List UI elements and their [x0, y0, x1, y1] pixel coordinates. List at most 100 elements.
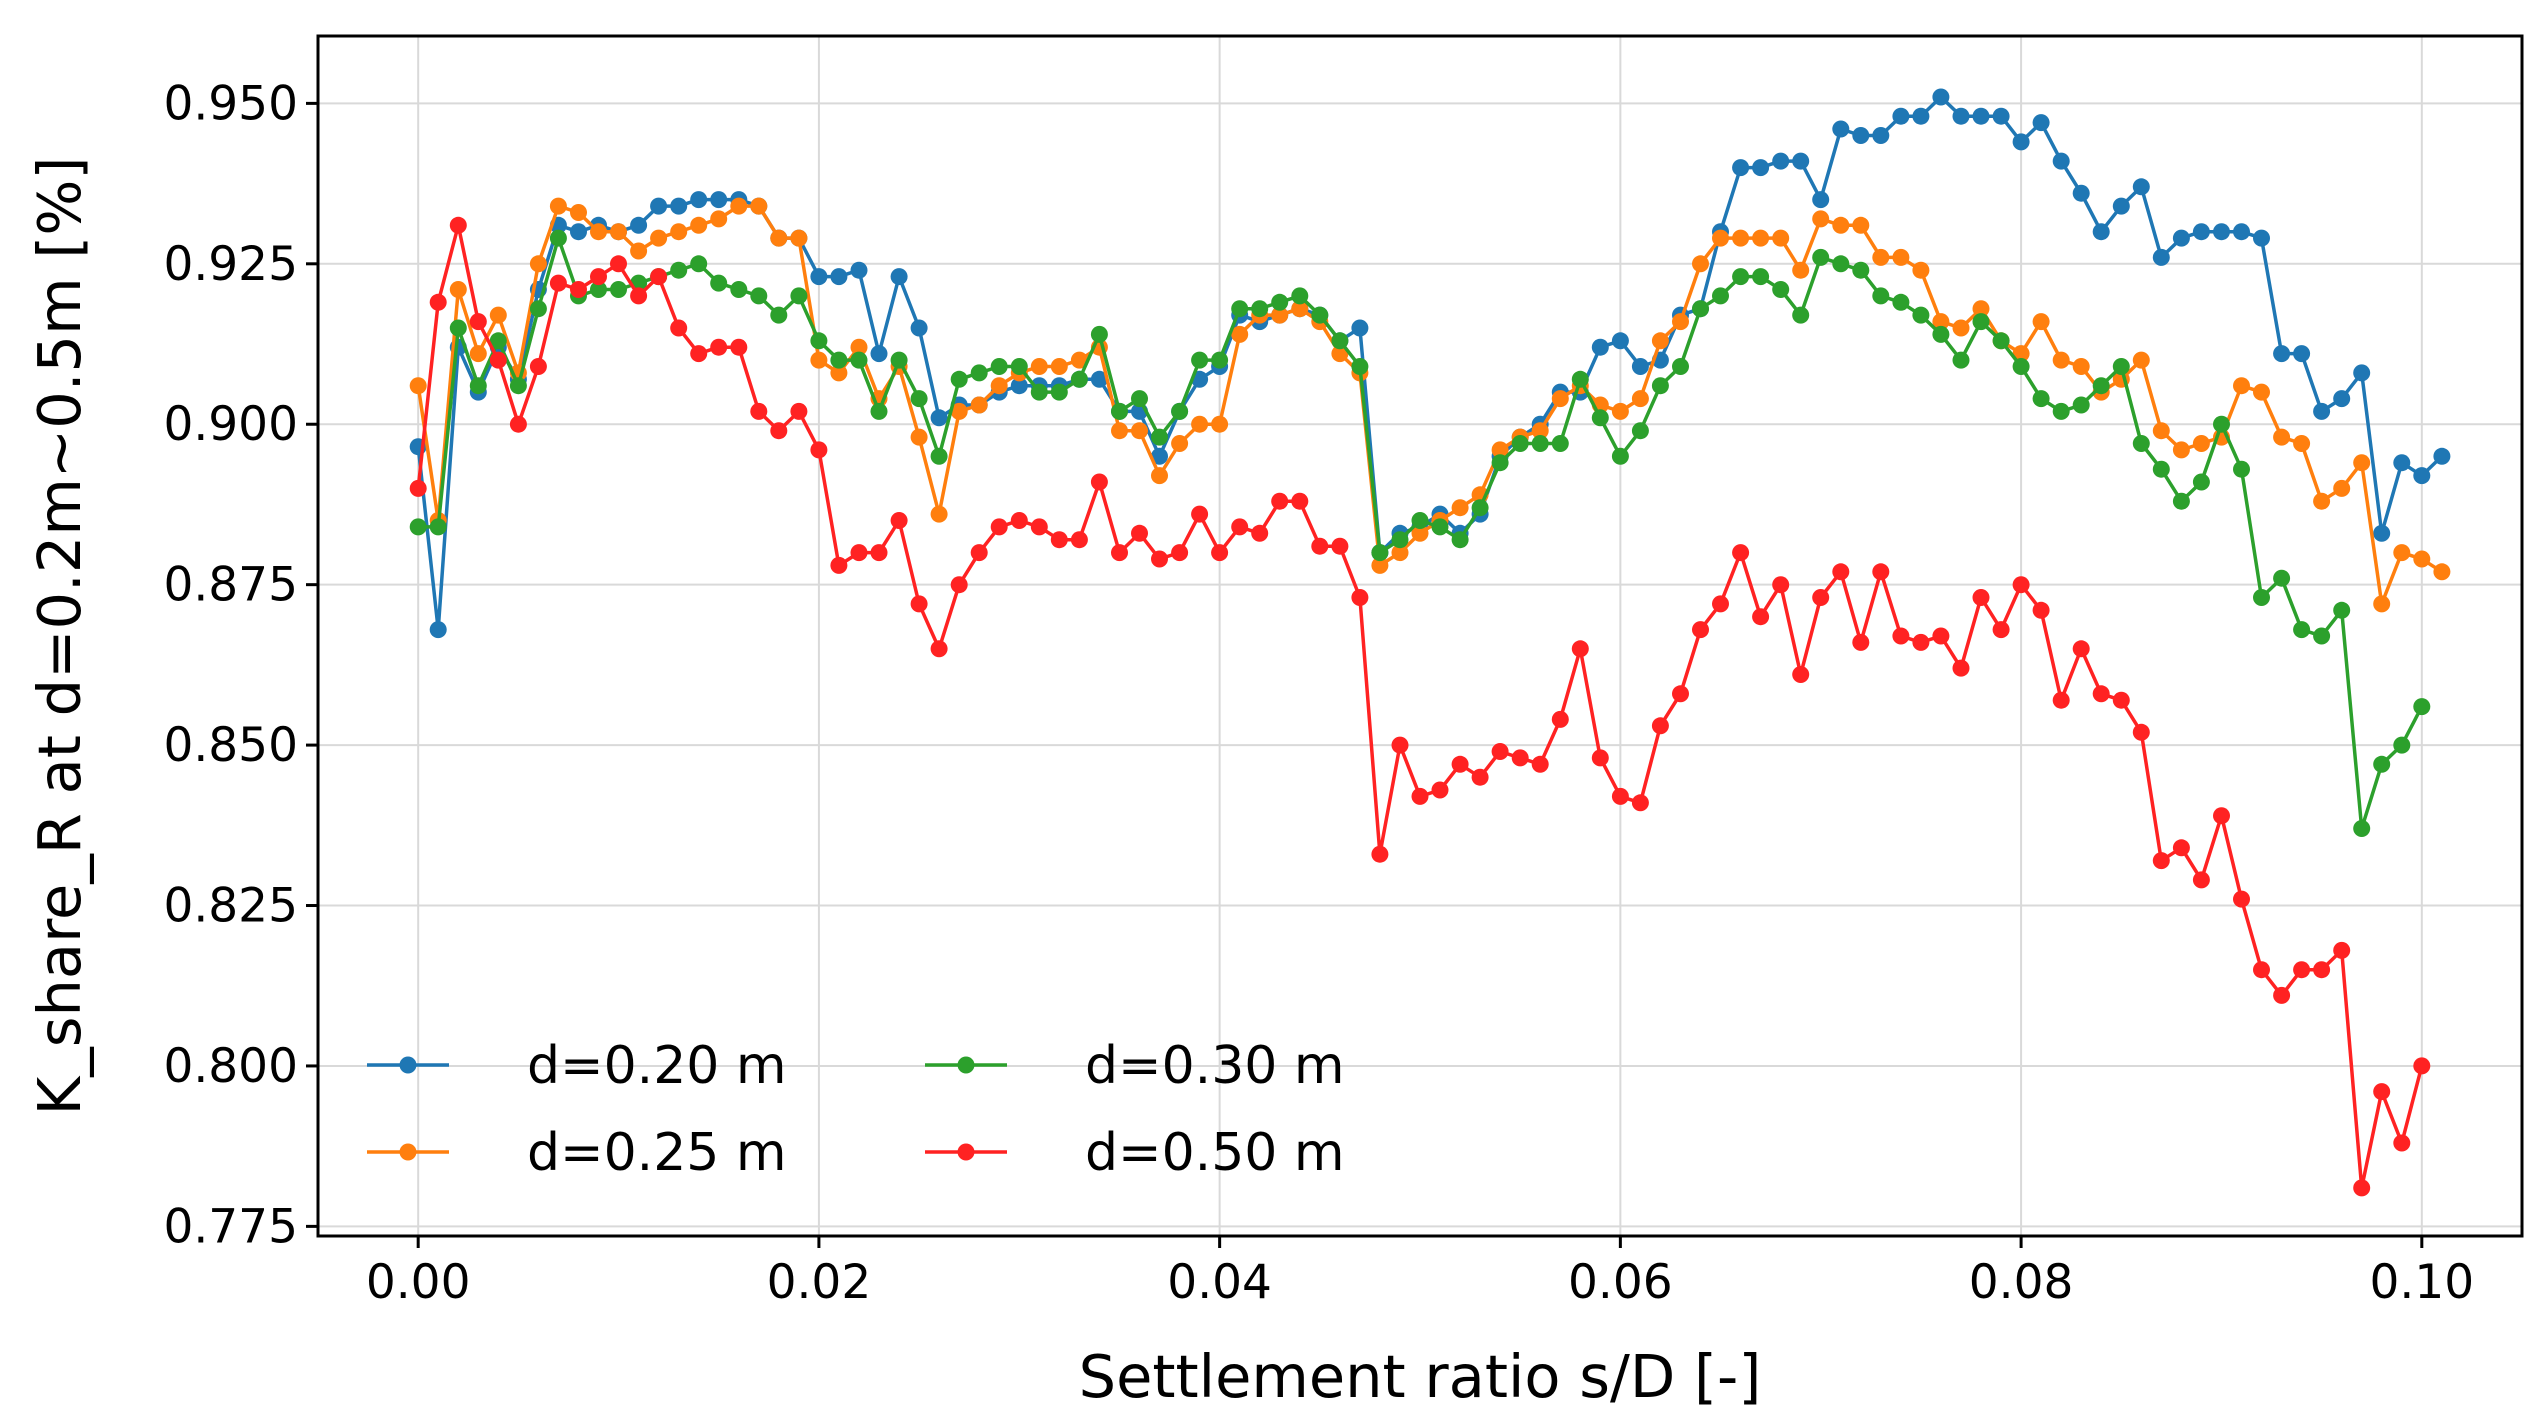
data-point: [1431, 518, 1449, 536]
data-point: [950, 402, 968, 420]
legend-item: d=0.20 m: [367, 1036, 787, 1096]
data-point: [2373, 755, 2391, 773]
data-point: [730, 281, 748, 298]
data-point: [1471, 499, 1489, 517]
data-point: [2052, 402, 2070, 420]
data-point: [1611, 332, 1629, 350]
y-tick-label: 0.800: [163, 1039, 298, 1094]
data-point: [1992, 332, 2010, 350]
data-point: [1772, 152, 1790, 170]
y-tick-label: 0.925: [163, 237, 298, 292]
data-point: [870, 345, 888, 363]
data-point: [2152, 852, 2170, 870]
data-point: [2353, 364, 2371, 382]
data-point: [1631, 390, 1649, 408]
data-point: [2233, 223, 2250, 241]
data-point: [2012, 358, 2030, 375]
data-point: [690, 345, 708, 363]
data-point: [1792, 306, 1810, 324]
data-point: [1551, 390, 1569, 408]
data-point: [1351, 589, 1369, 606]
data-point: [1692, 621, 1709, 639]
data-point: [1090, 370, 1108, 388]
data-point: [2433, 563, 2451, 581]
data-point: [1411, 787, 1429, 805]
data-point: [1712, 229, 1729, 247]
data-point: [2172, 229, 2190, 247]
data-point: [690, 191, 708, 209]
data-point: [1371, 556, 1389, 574]
data-point: [1952, 351, 1970, 369]
data-point: [710, 191, 728, 209]
data-point: [770, 422, 788, 440]
data-point: [1892, 248, 1910, 266]
data-point: [890, 512, 908, 529]
data-point: [1772, 281, 1790, 298]
data-point: [1772, 576, 1790, 594]
data-point: [429, 518, 447, 536]
data-point: [930, 447, 948, 465]
series-line: [416, 204, 2443, 606]
data-point: [1010, 512, 1028, 529]
data-point: [870, 544, 888, 562]
data-point: [529, 255, 547, 273]
data-point: [409, 377, 427, 395]
data-point: [1852, 261, 1870, 279]
data-point: [570, 223, 587, 241]
data-point: [2032, 390, 2050, 408]
data-point: [549, 197, 567, 215]
data-point: [1191, 505, 1209, 523]
data-point: [2393, 736, 2411, 754]
data-point: [509, 415, 527, 433]
data-point: [2293, 435, 2311, 452]
data-point: [1371, 544, 1389, 562]
data-point: [1111, 422, 1128, 440]
x-tick-label: 0.00: [366, 1255, 471, 1310]
y-tick-label: 0.850: [163, 718, 298, 773]
data-point: [2032, 114, 2050, 132]
data-point: [770, 229, 788, 247]
data-point: [850, 351, 868, 369]
data-point: [2112, 197, 2130, 215]
data-point: [2152, 248, 2170, 266]
data-point: [710, 338, 728, 356]
data-point: [1491, 454, 1509, 472]
data-point: [1151, 447, 1168, 465]
data-point: [1732, 229, 1750, 247]
data-point: [930, 409, 948, 427]
data-point: [710, 210, 728, 228]
data-point: [790, 287, 808, 305]
data-point: [810, 351, 828, 369]
data-point: [449, 281, 467, 298]
data-point: [2313, 492, 2331, 510]
data-point: [2172, 492, 2190, 510]
data-point: [1231, 300, 1249, 318]
data-point: [2393, 544, 2411, 562]
data-point: [610, 223, 627, 241]
data-point: [1892, 627, 1910, 645]
data-point: [1591, 338, 1609, 356]
data-point: [1171, 435, 1189, 452]
data-point: [1070, 351, 1088, 369]
data-point: [1732, 268, 1750, 286]
data-point: [910, 428, 928, 446]
data-point: [890, 268, 908, 286]
data-point: [1211, 351, 1229, 369]
data-point: [610, 255, 627, 273]
data-point: [1451, 499, 1469, 517]
data-point: [1291, 287, 1309, 305]
data-point: [2353, 820, 2371, 837]
data-point: [690, 216, 708, 234]
data-point: [2353, 454, 2371, 472]
series-d-0-25-m: [409, 197, 2451, 613]
data-point: [2333, 479, 2351, 497]
data-point: [1611, 447, 1629, 465]
data-point: [910, 319, 928, 337]
data-point: [1391, 531, 1409, 549]
legend-marker: [957, 1056, 975, 1074]
legend-label: d=0.30 m: [1085, 1036, 1345, 1096]
data-point: [890, 351, 908, 369]
data-point: [1932, 627, 1950, 645]
grid-lines: [318, 36, 2522, 1236]
